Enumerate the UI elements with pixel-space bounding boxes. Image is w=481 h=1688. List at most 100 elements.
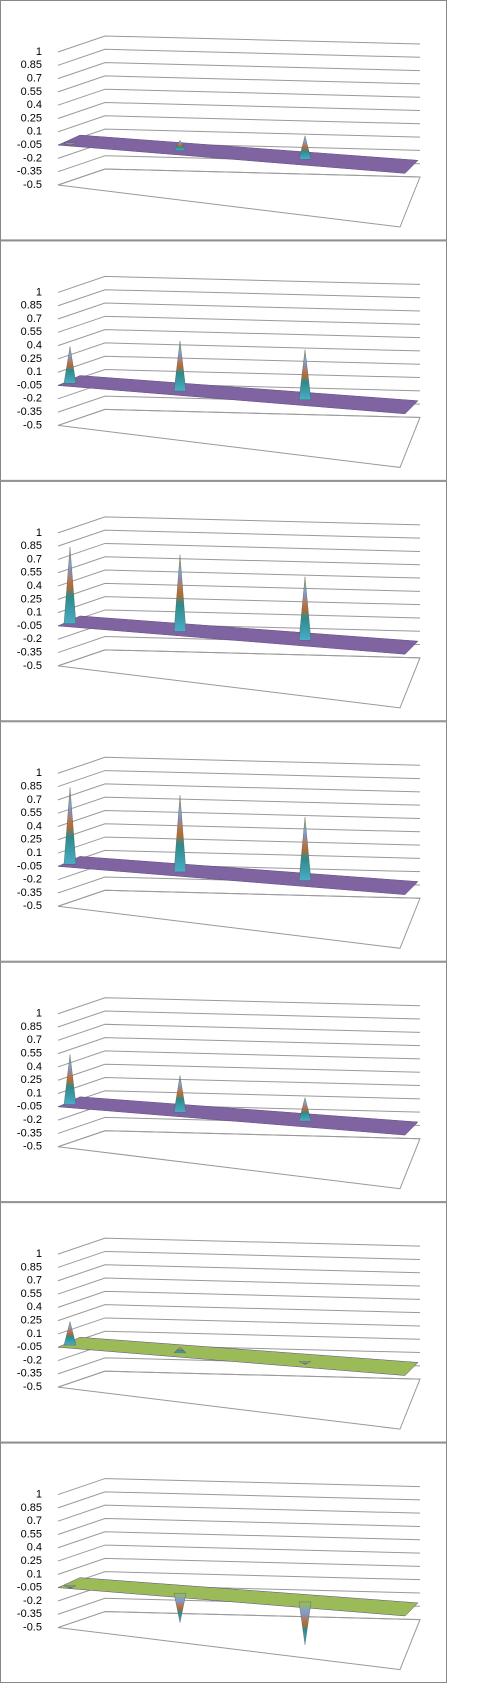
y-tick-label: 0.55 — [21, 567, 42, 579]
y-tick-label: 0.4 — [27, 820, 42, 832]
surface — [57, 1096, 419, 1136]
grid-line — [57, 1250, 421, 1268]
grid-line — [57, 809, 421, 827]
y-tick-label: 0.55 — [21, 86, 42, 98]
y-tick-label: -0.35 — [17, 406, 42, 418]
y-tick-label: 0.55 — [21, 807, 42, 819]
floor — [57, 168, 421, 228]
y-tick-label: 1 — [36, 527, 42, 539]
grid-line — [57, 88, 421, 106]
grid-line — [57, 997, 421, 1015]
y-tick-label: -0.5 — [23, 1621, 42, 1633]
grid-line — [57, 275, 421, 293]
grid-line — [57, 516, 421, 534]
y-tick-label: -0.2 — [23, 633, 42, 645]
y-tick-label: 1 — [36, 1248, 42, 1260]
floor — [57, 649, 421, 709]
floor — [57, 1130, 421, 1190]
y-tick-label: 0.7 — [27, 553, 42, 565]
grid-line — [57, 1478, 421, 1496]
grid-line — [57, 62, 421, 80]
spike — [298, 135, 312, 160]
grid-line — [57, 1504, 421, 1522]
y-tick-label: -0.2 — [23, 393, 42, 405]
grid-line — [57, 1531, 421, 1549]
surface — [57, 375, 419, 415]
chart-border — [0, 240, 447, 481]
y-tick-label: -0.5 — [23, 179, 42, 191]
y-tick-label: -0.35 — [17, 1127, 42, 1139]
chart-border — [0, 961, 447, 1203]
spike — [298, 1361, 312, 1365]
grid-line — [57, 1010, 421, 1028]
grid-line — [57, 569, 421, 587]
spike — [173, 1075, 187, 1113]
y-tick-label: 0.1 — [27, 607, 42, 619]
grid-line — [57, 408, 421, 426]
y-tick-label: 0.25 — [21, 1555, 42, 1567]
grid-line — [57, 342, 421, 360]
spike — [298, 1601, 312, 1645]
y-tick-label: 0.7 — [27, 1034, 42, 1046]
grid-line — [57, 35, 421, 53]
grid-line — [57, 1237, 421, 1255]
floor — [57, 889, 421, 949]
grid-line — [57, 1277, 421, 1295]
spike — [173, 795, 187, 873]
grid-line — [57, 75, 421, 93]
spike — [173, 1346, 187, 1353]
surface — [57, 1336, 419, 1376]
y-tick-label: -0.05 — [17, 860, 42, 872]
chart-border — [0, 0, 447, 241]
spike — [63, 1585, 77, 1589]
y-tick-label: 0.25 — [21, 353, 42, 365]
grid-line — [57, 329, 421, 347]
y-tick-label: -0.2 — [23, 874, 42, 886]
surface — [57, 134, 419, 174]
y-tick-label: 0.1 — [27, 126, 42, 138]
grid-line — [57, 101, 421, 119]
grid-line — [57, 1304, 421, 1322]
chart-border — [0, 721, 447, 962]
grid-line — [57, 1557, 421, 1575]
chart-border — [0, 480, 447, 722]
floor — [57, 408, 421, 468]
grid-line — [57, 756, 421, 774]
y-tick-label: -0.5 — [23, 660, 42, 672]
y-tick-label: 0.1 — [27, 1568, 42, 1580]
y-tick-label: 1 — [36, 286, 42, 298]
y-tick-label: 0.7 — [27, 1275, 42, 1287]
y-tick-label: -0.2 — [23, 152, 42, 164]
grid-line — [57, 355, 421, 373]
y-tick-label: 0.4 — [27, 1301, 42, 1313]
y-tick-label: 0.7 — [27, 313, 42, 325]
grid-line — [57, 529, 421, 547]
spike — [173, 1593, 187, 1623]
y-tick-label: 0.4 — [27, 99, 42, 111]
grid-line — [57, 1130, 421, 1148]
y-tick-label: 0.55 — [21, 1048, 42, 1060]
y-tick-label: 0.85 — [21, 540, 42, 552]
spike — [63, 546, 77, 624]
y-tick-label: 1 — [36, 1488, 42, 1500]
y-tick-label: -0.05 — [17, 1341, 42, 1353]
spike — [63, 346, 77, 384]
spike — [63, 1054, 77, 1105]
grid-line — [57, 1290, 421, 1308]
y-tick-label: -0.5 — [23, 419, 42, 431]
y-tick-label: -0.35 — [17, 887, 42, 899]
y-tick-label: -0.05 — [17, 1582, 42, 1594]
grid-line — [57, 1491, 421, 1509]
y-tick-label: 0.85 — [21, 1502, 42, 1514]
floor — [57, 1611, 421, 1671]
y-tick-label: -0.05 — [17, 379, 42, 391]
grid-line — [57, 783, 421, 801]
y-tick-label: 0.85 — [21, 59, 42, 71]
chart-border — [0, 1202, 447, 1443]
y-tick-label: 0.25 — [21, 1074, 42, 1086]
y-tick-label: -0.05 — [17, 1101, 42, 1113]
grid-line — [57, 289, 421, 307]
y-tick-label: 1 — [36, 46, 42, 58]
spike — [63, 787, 77, 865]
